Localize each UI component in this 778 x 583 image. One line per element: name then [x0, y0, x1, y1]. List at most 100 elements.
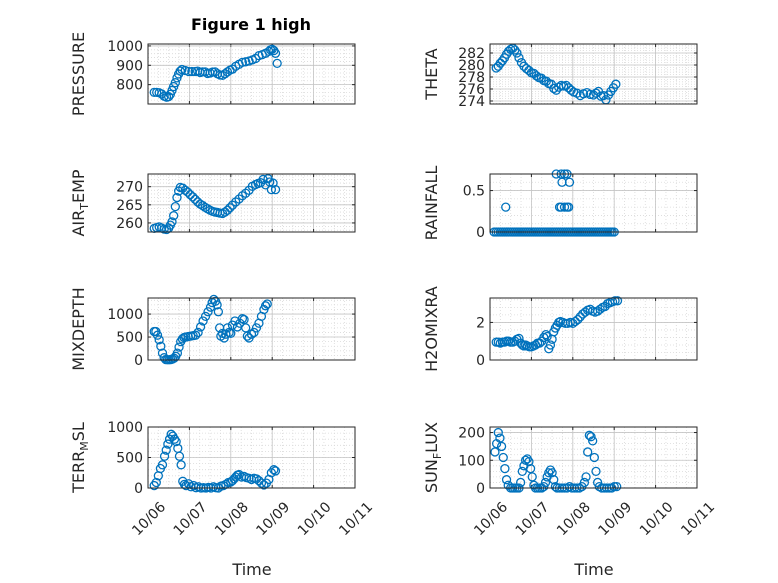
data-point: [193, 327, 203, 338]
axes-frame: [147, 43, 356, 105]
data-point: [167, 217, 177, 227]
x-axis-label-left: Time: [231, 560, 271, 579]
data-point: [190, 194, 200, 205]
y-tick-label: 2: [476, 315, 485, 331]
data-point: [524, 65, 534, 76]
data-point: [172, 348, 183, 358]
y-axis-label: SUNFLUX: [422, 422, 444, 493]
data-point: [198, 316, 208, 326]
y-tick-label: 280: [458, 58, 485, 74]
data-point: [583, 447, 593, 457]
y-tick-label: 900: [116, 58, 143, 74]
data-point: [550, 481, 561, 492]
data-point: [170, 201, 180, 212]
subplot-6: 0 2 H2OMIXRA: [422, 286, 698, 372]
data-point: [512, 48, 522, 58]
data-point: [174, 342, 184, 352]
data-point: [249, 327, 259, 338]
subplot-4: 0 0.5 RAINFALL: [422, 166, 698, 241]
data-point: [200, 311, 211, 322]
data-point: [585, 89, 595, 100]
data-point: [559, 202, 570, 212]
data-point: [612, 481, 622, 492]
data-point: [595, 304, 605, 314]
data-point: [539, 481, 549, 492]
subplot-3: 260 265 270 AIRTEMP: [69, 169, 356, 237]
data-point: [269, 465, 279, 475]
data-point: [501, 202, 511, 212]
data-point: [225, 203, 235, 213]
data-point: [183, 66, 194, 77]
data-point: [222, 67, 233, 77]
y-tick-label: 274: [458, 94, 485, 110]
y-tick-label: 278: [458, 70, 485, 86]
y-tick-label: 0: [476, 353, 485, 369]
data-point: [210, 67, 220, 77]
data-point: [547, 468, 557, 478]
data-point: [172, 192, 182, 203]
data-point: [163, 439, 173, 449]
x-axis-label-right: Time: [573, 560, 613, 579]
axes-frame: [489, 297, 698, 361]
y-tick-label: 265: [116, 198, 143, 214]
data-point: [266, 468, 277, 478]
y-tick-label: 0: [134, 481, 143, 497]
data-point: [272, 58, 282, 69]
y-tick-label: 260: [116, 216, 143, 232]
data-point: [564, 202, 574, 212]
data-point: [541, 76, 551, 86]
data-point: [581, 472, 591, 482]
data-point: [542, 331, 552, 342]
data-point: [151, 477, 161, 488]
subplot-5: 0 500 1000 MIXDEPTH: [69, 287, 356, 371]
y-axis-label: THETA: [422, 48, 441, 100]
axes-frame: [489, 173, 698, 233]
data-point: [564, 177, 575, 187]
y-axis-label: TERRMSL: [69, 422, 91, 494]
y-tick-label: 282: [458, 46, 485, 62]
data-point: [152, 330, 163, 340]
data-point: [588, 436, 598, 446]
data-point: [170, 78, 180, 88]
data-point: [540, 477, 551, 488]
y-tick-label: 1000: [107, 307, 143, 323]
data-point: [579, 477, 590, 488]
axes-frame: [489, 43, 698, 105]
axes-frame: [489, 426, 698, 489]
data-point: [161, 445, 171, 455]
data-point: [183, 187, 193, 197]
data-point: [515, 477, 526, 488]
data-point: [609, 481, 619, 492]
y-axis-label: PRESSURE: [69, 32, 88, 116]
data-point: [197, 200, 208, 211]
y-tick-label: 276: [458, 82, 485, 98]
data-point: [545, 340, 556, 350]
y-tick-label: 800: [116, 78, 143, 94]
data-point: [154, 335, 164, 345]
y-tick-label: 0: [476, 225, 485, 241]
data-point: [589, 452, 599, 463]
data-point: [237, 57, 248, 68]
data-point: [171, 436, 181, 447]
data-point: [498, 452, 508, 463]
data-point: [260, 301, 271, 311]
data-point: [270, 184, 281, 195]
data-point: [591, 466, 601, 477]
data-point: [270, 466, 281, 476]
y-tick-label: 200: [458, 426, 485, 442]
data-point: [176, 460, 186, 470]
axes-frame: [147, 426, 356, 489]
data-point: [501, 475, 512, 485]
data-point: [493, 427, 503, 438]
axes-frame: [147, 173, 356, 233]
data-point: [256, 478, 267, 488]
axes-background: [490, 174, 697, 232]
data-point: [185, 190, 195, 200]
y-tick-label: 0: [476, 481, 485, 497]
data-point: [159, 451, 170, 461]
data-point: [573, 314, 583, 325]
data-point: [190, 330, 201, 340]
data-point: [561, 80, 571, 91]
